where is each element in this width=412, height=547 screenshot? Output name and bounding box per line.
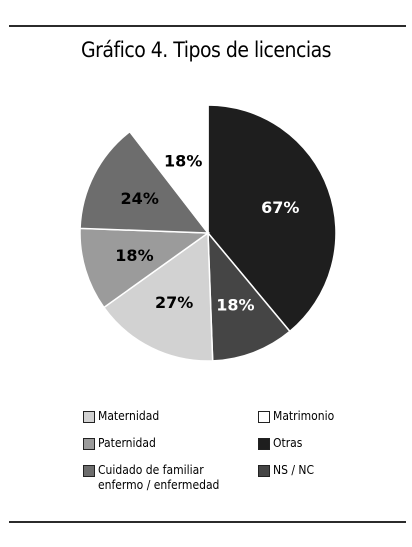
slice-label-3: 27%: [155, 293, 193, 312]
legend-item: NS / NC: [258, 463, 314, 478]
legend-swatch: [83, 438, 95, 450]
slice-label-5: 24%: [121, 189, 159, 208]
legend-label: Paternidad: [98, 436, 156, 450]
pie-slice-6: [128, 104, 209, 236]
pie-slice-5: [79, 130, 210, 234]
pie-slice-4: [79, 227, 211, 309]
pie-slice-3: [102, 231, 214, 362]
legend-swatch: [83, 465, 95, 477]
legend-label: Matrimonio: [273, 409, 335, 423]
legend-swatch: [83, 411, 95, 423]
top-rule: [9, 25, 406, 27]
chart-title: Gráfico 4. Tipos de licencias: [80, 38, 332, 62]
legend-swatch: [258, 465, 270, 477]
pie-slice-1: [207, 104, 337, 333]
legend-swatch: [258, 438, 270, 450]
slice-label-1: 67%: [261, 198, 299, 217]
legend-swatch: [258, 411, 270, 423]
pie-chart: 67% 18% 27% 18% 24% 18%: [79, 104, 337, 362]
bottom-rule: [9, 521, 406, 523]
legend-item: Otras: [258, 436, 302, 451]
legend-item: Cuidado de familiar enfermo / enfermedad: [83, 463, 219, 493]
slice-label-4: 18%: [115, 246, 153, 265]
legend-label: Maternidad: [98, 409, 160, 423]
legend-label: Cuidado de familiar enfermo / enfermedad: [98, 463, 220, 492]
slice-label-2: 18%: [216, 296, 254, 315]
legend-item: Paternidad: [83, 436, 156, 451]
slice-label-6: 18%: [164, 151, 202, 170]
legend-label: NS / NC: [273, 463, 315, 477]
pie-slice-2: [207, 230, 291, 362]
legend-item: Matrimonio: [258, 409, 334, 424]
legend-item: Maternidad: [83, 409, 159, 424]
legend-label: Otras: [273, 436, 303, 450]
